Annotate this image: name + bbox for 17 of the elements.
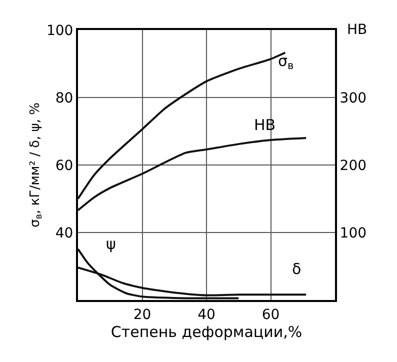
line-series <box>78 52 286 200</box>
y-tick-label: 80 <box>55 90 74 106</box>
y-tick-label: 100 <box>46 22 74 39</box>
y-tick-label: 60 <box>55 158 74 174</box>
y2-tick-label: 200 <box>340 158 367 174</box>
x-axis-title: Степень деформации,% <box>110 322 302 341</box>
y2-tick-label: 100 <box>340 225 367 242</box>
annotation: δ <box>292 260 302 278</box>
x-tick-label: 20 <box>133 306 152 323</box>
y-tick-label: 40 <box>55 225 74 242</box>
line-series <box>78 137 308 212</box>
y2-tick-label: 300 <box>340 90 367 106</box>
annotation: ψ <box>106 235 116 253</box>
x-tick-label: 60 <box>262 306 280 323</box>
annotation: σ$_{в}$ <box>278 52 294 72</box>
y2-axis-title: HB <box>347 22 368 38</box>
x-tick-label: 40 <box>198 306 216 323</box>
